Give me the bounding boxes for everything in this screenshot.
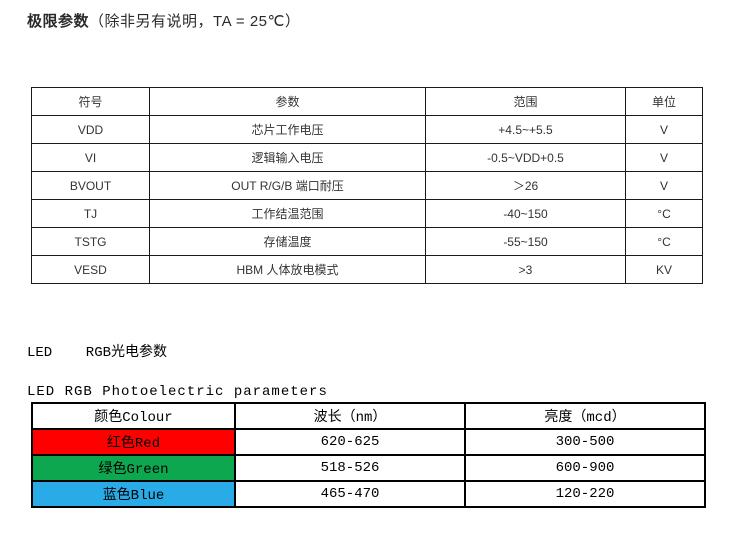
table-row-vi: VI 逻辑输入电压 -0.5~VDD+0.5 V <box>31 143 703 172</box>
cell-parameter: 芯片工作电压 <box>149 115 426 144</box>
cell-symbol: BVOUT <box>31 171 150 200</box>
cell-colour-green: 绿色Green <box>31 454 236 482</box>
column-header-wavelength: 波长（nm） <box>234 402 466 430</box>
cell-range: >3 <box>425 255 626 284</box>
table-row-red: 红色Red 620-625 300-500 <box>31 428 706 456</box>
table-row-vesd: VESD HBM 人体放电模式 >3 KV <box>31 255 703 284</box>
cell-range: -40~150 <box>425 199 626 228</box>
rgb-header-row: 颜色Colour 波长（nm） 亮度（mcd） <box>31 402 706 430</box>
cell-parameter: 工作结温范围 <box>149 199 426 228</box>
column-header-parameter: 参数 <box>149 87 426 116</box>
cell-unit: KV <box>625 255 703 284</box>
cell-unit: V <box>625 171 703 200</box>
table-row-tstg: TSTG 存储温度 -55~150 °C <box>31 227 703 256</box>
cell-parameter: OUT R/G/B 端口耐压 <box>149 171 426 200</box>
table-row-bvout: BVOUT OUT R/G/B 端口耐压 ＞26 V <box>31 171 703 200</box>
table-row-vdd: VDD 芯片工作电压 +4.5~+5.5 V <box>31 115 703 144</box>
cell-symbol: VESD <box>31 255 150 284</box>
cell-colour-red: 红色Red <box>31 428 236 456</box>
cell-brightness: 600-900 <box>464 454 706 482</box>
cell-parameter: HBM 人体放电模式 <box>149 255 426 284</box>
table-row-green: 绿色Green 518-526 600-900 <box>31 454 706 482</box>
cell-symbol: VDD <box>31 115 150 144</box>
cell-range: -55~150 <box>425 227 626 256</box>
column-header-range: 范围 <box>425 87 626 116</box>
rgb-table: 颜色Colour 波长（nm） 亮度（mcd） 红色Red 620-625 30… <box>31 402 706 508</box>
cell-unit: °C <box>625 227 703 256</box>
limits-header-row: 符号 参数 范围 单位 <box>31 87 703 116</box>
cell-range: -0.5~VDD+0.5 <box>425 143 626 172</box>
cell-symbol: TSTG <box>31 227 150 256</box>
column-header-brightness: 亮度（mcd） <box>464 402 706 430</box>
page-title: 极限参数（除非另有说明，TA = 25℃） <box>27 10 300 31</box>
table-row-blue: 蓝色Blue 465-470 120-220 <box>31 480 706 508</box>
cell-symbol: VI <box>31 143 150 172</box>
cell-range: +4.5~+5.5 <box>425 115 626 144</box>
cell-range: ＞26 <box>425 171 626 200</box>
led-section-heading-cn: LED RGB光电参数 <box>27 345 168 361</box>
cell-unit: V <box>625 115 703 144</box>
cell-colour-blue: 蓝色Blue <box>31 480 236 508</box>
column-header-unit: 单位 <box>625 87 703 116</box>
cell-unit: V <box>625 143 703 172</box>
cell-parameter: 逻辑输入电压 <box>149 143 426 172</box>
cell-wavelength: 518-526 <box>234 454 466 482</box>
column-header-symbol: 符号 <box>31 87 150 116</box>
column-header-colour: 颜色Colour <box>31 402 236 430</box>
led-section-heading-en: LED RGB Photoelectric parameters <box>27 384 328 400</box>
page-title-main: 极限参数 <box>27 13 90 30</box>
cell-parameter: 存储温度 <box>149 227 426 256</box>
limits-table: 符号 参数 范围 单位 VDD 芯片工作电压 +4.5~+5.5 V VI 逻辑… <box>31 87 703 284</box>
cell-brightness: 120-220 <box>464 480 706 508</box>
table-row-tj: TJ 工作结温范围 -40~150 °C <box>31 199 703 228</box>
cell-symbol: TJ <box>31 199 150 228</box>
cell-wavelength: 620-625 <box>234 428 466 456</box>
cell-brightness: 300-500 <box>464 428 706 456</box>
page-title-condition: （除非另有说明，TA = 25℃） <box>89 13 301 30</box>
cell-wavelength: 465-470 <box>234 480 466 508</box>
cell-unit: °C <box>625 199 703 228</box>
